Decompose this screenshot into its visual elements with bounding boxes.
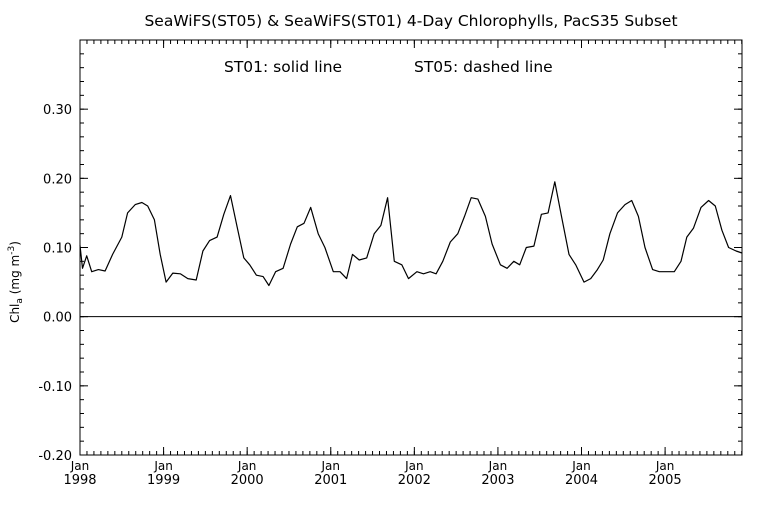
y-tick-label: 0.20 xyxy=(43,172,72,187)
x-tick-year-label: 2005 xyxy=(649,473,682,488)
y-axis: 0.30 0.20 0.10 0.00 -0.10 -0.20 xyxy=(38,39,742,464)
y-tick-label: 0.00 xyxy=(43,311,72,326)
x-tick-year-label: 2003 xyxy=(481,473,514,488)
x-tick-month-label: Jan xyxy=(153,459,173,473)
x-tick-year-label: 2000 xyxy=(231,473,264,488)
x-tick-month-label: Jan xyxy=(571,459,591,473)
legend-solid-label: ST01: solid line xyxy=(224,58,343,76)
x-tick-month-label: Jan xyxy=(655,459,675,473)
x-tick-year-label: 1999 xyxy=(147,473,180,488)
x-tick-month-label: Jan xyxy=(488,459,508,473)
y-axis-label-sub: a xyxy=(15,298,26,304)
legend-dashed-label: ST05: dashed line xyxy=(414,58,553,76)
y-tick-label: -0.20 xyxy=(38,449,72,464)
y-axis-label: Chla (mg m-3) xyxy=(7,241,25,323)
y-axis-label-close: ) xyxy=(7,241,22,246)
x-tick-month-label: Jan xyxy=(321,459,341,473)
plot-frame xyxy=(79,39,743,456)
x-tick-year-label: 2002 xyxy=(398,473,431,488)
y-tick-label: -0.10 xyxy=(38,380,72,395)
x-tick-year-label: 1998 xyxy=(63,473,96,488)
series-layer xyxy=(79,181,743,287)
x-tick-month-label: Jan xyxy=(237,459,257,473)
x-axis: Jan1998Jan1999Jan2000Jan2001Jan2002Jan20… xyxy=(63,40,743,488)
y-axis-label-sup: -3 xyxy=(6,245,17,255)
series-line-solid xyxy=(79,181,743,287)
chart-title: SeaWiFS(ST05) & SeaWiFS(ST01) 4-Day Chlo… xyxy=(144,12,678,30)
x-tick-month-label: Jan xyxy=(404,459,424,473)
y-axis-label-units: (mg m xyxy=(7,254,22,295)
y-tick-label: 0.30 xyxy=(43,103,72,118)
y-tick-label: 0.10 xyxy=(43,242,72,257)
x-tick-year-label: 2004 xyxy=(565,473,598,488)
x-tick-month-label: Jan xyxy=(70,459,90,473)
y-axis-label-main: Chl xyxy=(7,303,22,323)
x-tick-year-label: 2001 xyxy=(314,473,347,488)
